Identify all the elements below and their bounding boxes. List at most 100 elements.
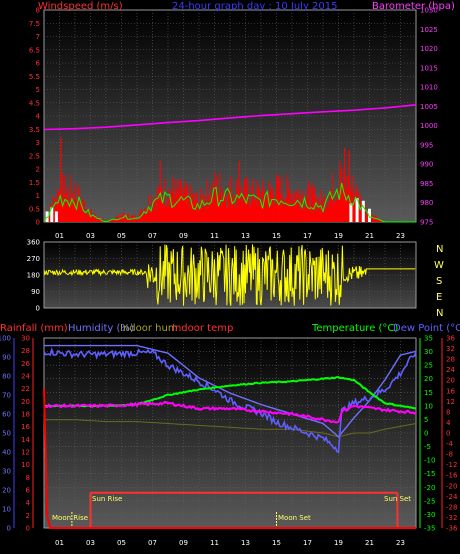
- hum-y-tick: 40: [2, 449, 11, 457]
- baro-axis-title: Barometer (hpa): [372, 1, 455, 12]
- dir-y-tick: 180: [27, 272, 40, 280]
- p1-x-tick: 05: [117, 232, 126, 240]
- indoor-temperature-line: [44, 400, 417, 424]
- dew-y-tick: -12: [446, 461, 457, 469]
- wind-direction-panel: 0 90 180 270 360: [27, 239, 416, 313]
- indoor-humidity-line: [44, 419, 417, 438]
- dew-y-tick: 8: [446, 408, 450, 416]
- rain-y-tick: 30: [21, 335, 30, 343]
- rain-y-tick: 2: [26, 512, 30, 520]
- hum-y-tick: 0: [7, 525, 11, 533]
- baro-y-tick: 1005: [420, 103, 438, 111]
- temp-hum-panel: 0102030405060708090100024681012141618202…: [0, 335, 458, 548]
- dew-y-tick: -36: [446, 525, 458, 533]
- wind-axis-title: Windspeed (m/s): [38, 1, 123, 12]
- wind-y-tick: 5: [36, 86, 40, 94]
- compass-s: S: [436, 276, 442, 287]
- hum-y-tick: 30: [2, 468, 11, 476]
- wind-y-tick: 6: [36, 60, 41, 68]
- humidity-line: [44, 344, 417, 438]
- rain-y-tick: 10: [21, 461, 30, 469]
- hum-y-tick: 10: [2, 506, 11, 514]
- hum-y-tick: 90: [2, 354, 11, 362]
- sun-rise-label: Sun Rise: [92, 495, 122, 503]
- rain-y-tick: 26: [21, 360, 30, 368]
- baro-y-tick: 1015: [420, 64, 438, 72]
- compass-w: W: [434, 260, 444, 271]
- p3-x-tick: 09: [179, 539, 188, 547]
- p1-x-tick: 19: [334, 232, 343, 240]
- baro-y-tick: 1000: [420, 122, 438, 130]
- baro-y-tick: 995: [420, 141, 433, 149]
- rain-y-tick: 18: [21, 411, 30, 419]
- p3-x-tick: 19: [334, 539, 343, 547]
- temp-y-tick: -25: [424, 497, 435, 505]
- dir-y-tick: 270: [27, 255, 40, 263]
- dew-y-tick: 12: [446, 398, 455, 406]
- dew-y-tick: 32: [446, 345, 455, 353]
- p1-x-tick: 03: [86, 232, 95, 240]
- dew-y-tick: -16: [446, 472, 458, 480]
- hum-y-tick: 50: [2, 430, 11, 438]
- rain-y-tick: 14: [21, 436, 30, 444]
- wind-baro-panel: 0 0.5 1 1.5 2 2.5 3 3.5 4 4.5 5 5.5 6 6.5 7 7.5 8 975 980 9…: [29, 7, 438, 241]
- rain-y-tick: 0: [26, 525, 30, 533]
- baro-y-tick: 985: [420, 180, 433, 188]
- hum-y-tick: 70: [2, 392, 11, 400]
- p3-x-tick: 05: [117, 539, 126, 547]
- wind-y-tick: 7.5: [29, 20, 40, 28]
- dew-y-tick: 0: [446, 430, 450, 438]
- dir-y-tick: 0: [36, 305, 40, 313]
- temp-y-tick: 35: [424, 335, 433, 343]
- temperature-axis-title: Temperature (°C): [311, 323, 398, 334]
- p1-x-tick: 21: [365, 232, 374, 240]
- dew-y-tick: -24: [446, 493, 458, 501]
- wind-y-tick: 1.5: [29, 179, 40, 187]
- wind-y-tick: 5.5: [29, 73, 40, 81]
- wind-direction-line: [43, 244, 416, 306]
- p3-x-tick: 23: [396, 539, 405, 547]
- baro-y-tick: 980: [420, 199, 433, 207]
- wind-y-tick: 2: [36, 166, 40, 174]
- moon-set-label: Moon Set: [278, 514, 311, 522]
- p1-x-tick: 09: [179, 232, 188, 240]
- wind-y-tick: 3.5: [29, 126, 40, 134]
- dew-y-tick: 20: [446, 377, 455, 385]
- wind-y-tick: 8: [36, 7, 40, 15]
- hum-y-tick: 20: [2, 487, 11, 495]
- sun-set-label: Sun Set: [384, 495, 411, 503]
- rain-y-tick: 8: [26, 474, 30, 482]
- dew-y-tick: -4: [446, 440, 454, 448]
- temp-y-tick: -5: [424, 443, 431, 451]
- dew-y-tick: -28: [446, 503, 457, 511]
- rain-axis-title: Rainfall (mm): [0, 323, 68, 334]
- temp-y-tick: 30: [424, 348, 433, 356]
- wind-y-tick: 2.5: [29, 152, 40, 160]
- rain-y-tick: 16: [21, 423, 30, 431]
- hum-y-tick: 60: [2, 411, 11, 419]
- temp-y-tick: 0: [424, 430, 428, 438]
- dewpoint-axis-title: Dew Point (°C): [393, 323, 460, 334]
- rain-y-tick: 24: [21, 373, 30, 381]
- p1-x-tick: 13: [241, 232, 250, 240]
- p3-x-tick: 21: [365, 539, 374, 547]
- wind-y-tick: 0.5: [29, 205, 40, 213]
- wind-gust-line: [43, 182, 416, 223]
- p1-x-tick: 17: [303, 232, 312, 240]
- chart-title: 24-hour graph day : 10 July 2015: [172, 1, 338, 12]
- hum-y-tick: 100: [0, 335, 11, 343]
- p3-x-tick: 17: [303, 539, 312, 547]
- dew-y-tick: 16: [446, 387, 455, 395]
- rainfall-line: [43, 388, 416, 529]
- baro-y-tick: 1030: [420, 7, 438, 15]
- dew-y-tick: -20: [446, 482, 457, 490]
- rain-y-tick: 20: [21, 398, 30, 406]
- barometer-line: [43, 104, 417, 131]
- wind-y-tick: 4: [36, 113, 41, 121]
- rain-y-tick: 6: [26, 487, 31, 495]
- dew-y-tick: -32: [446, 514, 457, 522]
- temp-y-tick: -10: [424, 457, 435, 465]
- temp-y-tick: 15: [424, 389, 433, 397]
- temp-y-tick: 10: [424, 402, 433, 410]
- wind-y-tick: 1: [36, 192, 40, 200]
